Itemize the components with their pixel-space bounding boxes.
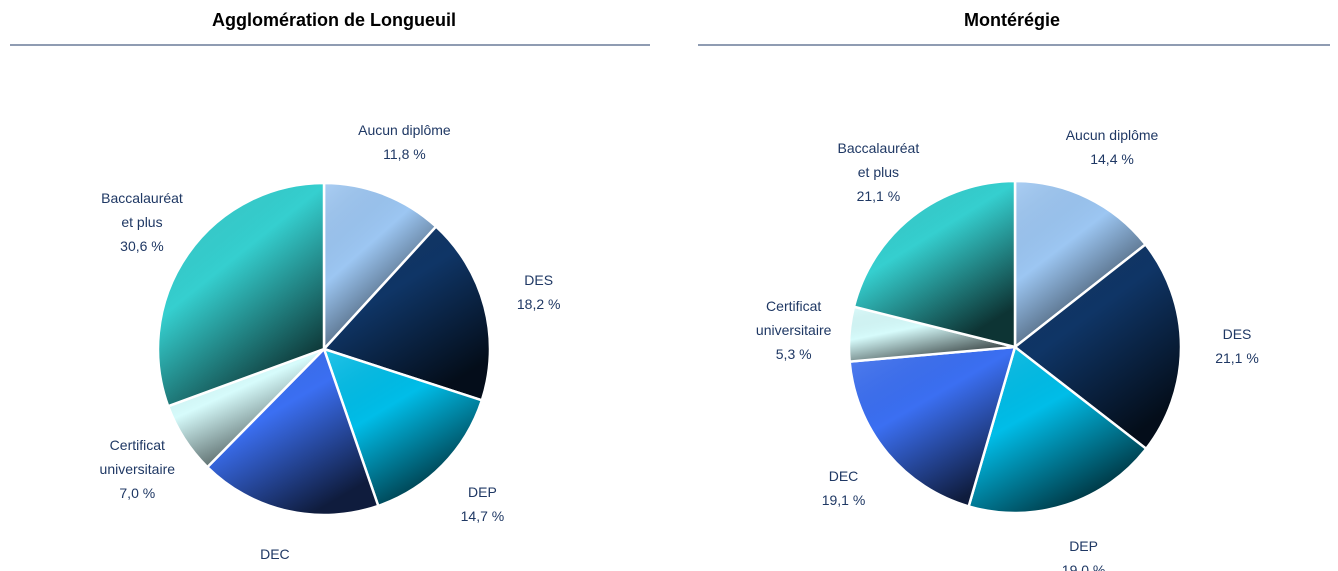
slice-label: Certificat universitaire 7,0 % <box>77 433 197 505</box>
value-label: 7,0 % <box>119 485 156 502</box>
slice-shade <box>205 346 380 517</box>
slice-label: DES 21,1 % <box>1177 322 1297 370</box>
value-label: 14,4 % <box>1090 151 1134 168</box>
category-label: DEP <box>468 484 497 501</box>
category-label: Aucun diplôme <box>1065 127 1159 144</box>
slice-shade <box>321 224 492 402</box>
category-label: Aucun diplôme <box>358 122 451 139</box>
slice-label: DEP 19,0 % <box>1024 534 1144 571</box>
category-label: DEC <box>260 545 290 562</box>
value-label: 30,6 % <box>120 237 164 254</box>
slice-label: Certificat universitaire 5,3 % <box>734 294 854 366</box>
slice-label: Baccalauréat et plus 30,6 % <box>82 186 202 258</box>
slice-label: DES 18,2 % <box>479 268 599 316</box>
slice-shade <box>848 345 1017 508</box>
value-label: 21,1 % <box>1215 350 1259 367</box>
slice-shade <box>1012 242 1183 451</box>
slice-shade <box>322 181 438 353</box>
value-label: 19,1 % <box>821 491 866 508</box>
value-label: 18,2 % <box>516 296 561 313</box>
slice-shade <box>321 347 484 508</box>
slice-label: DEC 19,1 % <box>784 464 904 512</box>
category-label: Baccalauréat et plus <box>837 140 920 180</box>
slice-label: Aucun diplôme 14,4 % <box>1052 123 1172 171</box>
slice-label: Aucun diplôme 11,8 % <box>344 118 464 166</box>
value-label: 19,0 % <box>1061 562 1106 571</box>
category-label: Certificat universitaire <box>99 437 176 478</box>
value-label: 11,8 % <box>383 146 426 163</box>
category-label: DES <box>1222 326 1252 343</box>
category-label: Baccalauréat et plus <box>101 189 183 230</box>
slice-shade <box>852 179 1017 349</box>
slice-shade <box>1013 179 1148 350</box>
category-label: DES <box>524 272 554 289</box>
value-label: 17,7 % <box>227 566 323 571</box>
value-label: 5,3 % <box>775 345 812 362</box>
value-label: 14,7 % <box>460 508 505 525</box>
value-label: 21,1 % <box>856 188 901 204</box>
category-label: DEP <box>1069 538 1098 555</box>
slice-shade <box>156 181 326 408</box>
category-label: DEC <box>828 467 859 484</box>
category-label: Certificat universitaire <box>755 297 832 338</box>
slice-label: DEP 14,7 % <box>422 480 542 528</box>
slice-label: DEC 17,7 % <box>215 542 335 571</box>
slice-label: Baccalauréat et plus 21,1 % <box>818 136 938 208</box>
slice-shade <box>967 344 1148 515</box>
chart-title: Agglomération de Longueuil <box>212 10 456 30</box>
chart-title: Montérégie <box>963 10 1060 30</box>
